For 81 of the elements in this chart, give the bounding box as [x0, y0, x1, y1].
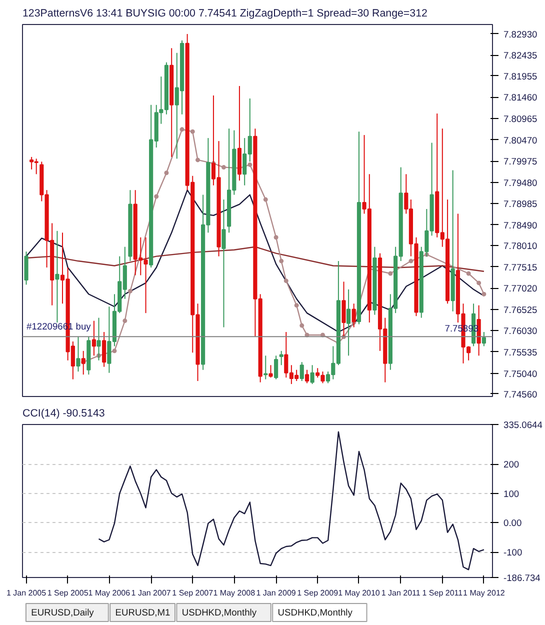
- y-tick-label: 7.77515: [504, 262, 538, 272]
- y-tick-label: 7.78010: [504, 241, 538, 252]
- point: [190, 129, 195, 134]
- candlestick: [55, 230, 60, 324]
- point: [284, 278, 288, 284]
- y-tick-label: 7.80470: [504, 135, 538, 146]
- y-tick-label: 7.79975: [504, 156, 538, 167]
- y-tick-label: 7.82930: [504, 29, 538, 40]
- y-tick-label: 7.75535: [504, 347, 538, 358]
- y-tick-label: -100: [504, 548, 522, 558]
- candlestick: [102, 331, 106, 368]
- x-tick-label: 1 Jan 2005: [6, 588, 47, 598]
- point: [274, 235, 278, 240]
- x-tick-label: 1 Sep 2007: [172, 588, 214, 598]
- x-tick-label: 1 May 2012: [463, 588, 506, 598]
- chart-title: 123PatternsV6 13:41 BUYSIG 00:00 7.74541 ZigZagDepth=1 Spread=30 Range=312: [22, 8, 428, 20]
- line-series: [98, 431, 485, 570]
- candlestick: [304, 369, 310, 384]
- x-tick-label: 1 May 2006: [88, 588, 131, 598]
- candlestick: [274, 355, 278, 380]
- candlestick: [346, 288, 351, 356]
- x-tick-label: 1 Jan 2009: [256, 588, 296, 598]
- y-tick-label: 200: [504, 460, 520, 470]
- point: [112, 348, 117, 354]
- x-tick-label: 1 May 2008: [213, 588, 256, 598]
- point: [482, 292, 486, 296]
- x-tick-label: 1 Sep 2009: [297, 588, 339, 598]
- y-tick-label: 7.77020: [504, 284, 538, 294]
- candlestick: [342, 281, 346, 338]
- y-tick-label: 7.80965: [504, 114, 538, 124]
- candlestick: [264, 355, 268, 380]
- point: [263, 197, 268, 202]
- point: [476, 280, 482, 286]
- y-tick-label: 0.00: [504, 518, 522, 528]
- x-tick-label: 1 May 2010: [338, 588, 380, 598]
- candlestick: [310, 364, 314, 385]
- y-tick-label: 7.78490: [504, 220, 538, 230]
- y-tick-label: 7.79480: [504, 178, 538, 188]
- candlestick: [279, 350, 284, 366]
- y-tick-label: 7.76525: [504, 304, 538, 315]
- y-tick-label: 7.82435: [504, 50, 538, 61]
- candlestick: [92, 320, 96, 356]
- chart-title: CCI(14) -90.5143: [22, 408, 105, 420]
- point: [300, 323, 304, 328]
- y-tick-label: 7.81955: [504, 71, 538, 82]
- point: [195, 158, 200, 162]
- y-tick-label: 7.75040: [504, 368, 538, 379]
- candlestick: [222, 199, 226, 328]
- candlestick: [24, 251, 28, 286]
- text: EURUSD,Daily: [31, 608, 94, 618]
- point: [408, 258, 414, 264]
- point: [180, 127, 184, 132]
- x-tick-label: 1 Jan 2011: [381, 588, 421, 598]
- text: USDHKD,Monthly: [182, 608, 257, 618]
- y-tick-label: 7.78985: [504, 199, 538, 210]
- x-tick-label: 1 Jan 2007: [131, 588, 172, 598]
- point: [221, 165, 226, 170]
- text: USDHKD,Monthly: [278, 608, 353, 618]
- y-tick-label: 7.74560: [504, 389, 538, 400]
- y-tick-label: -186.734: [504, 573, 540, 583]
- candlestick: [300, 362, 304, 382]
- x-tick-label: 1 Sep 2011: [422, 588, 464, 598]
- candlestick: [76, 336, 80, 372]
- point: [248, 162, 252, 167]
- point: [154, 194, 159, 199]
- point: [164, 170, 169, 176]
- point: [279, 258, 284, 264]
- x-tick-label: 1 Sep 2005: [47, 588, 89, 598]
- y-tick-label: 7.81460: [504, 92, 538, 103]
- y-tick-label: 100: [504, 488, 520, 499]
- point: [388, 271, 393, 276]
- candlestick: [482, 331, 486, 347]
- line-series: [26, 189, 485, 333]
- y-tick-label: 7.76030: [504, 326, 538, 336]
- point: [122, 318, 128, 324]
- point: [128, 288, 132, 294]
- point: [466, 271, 471, 276]
- point: [294, 303, 299, 308]
- candlestick: [268, 364, 273, 378]
- text: EURUSD,M1: [115, 608, 170, 618]
- y-tick-label: 335.0644: [504, 420, 542, 430]
